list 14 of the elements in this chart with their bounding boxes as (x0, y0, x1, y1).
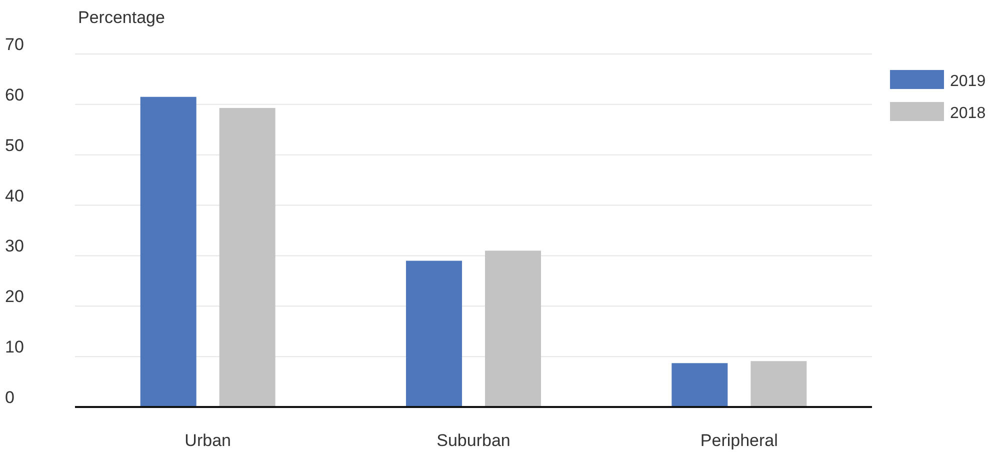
y-tick-label: 50 (5, 136, 24, 155)
legend-label: 2018 (950, 105, 986, 122)
y-axis-title: Percentage (78, 8, 165, 27)
x-tick-label: Peripheral (700, 431, 778, 450)
y-tick-label: 70 (5, 35, 24, 54)
y-tick-label: 0 (5, 388, 14, 407)
y-tick-label: 30 (5, 236, 24, 256)
y-tick-label: 10 (5, 338, 24, 357)
y-tick-label: 40 (5, 186, 24, 206)
x-tick-label: Suburban (436, 431, 510, 450)
x-tick-label: Urban (184, 431, 231, 450)
legend-label: 2019 (950, 73, 986, 90)
y-tick-label: 60 (5, 85, 24, 104)
y-tick-label: 20 (5, 287, 24, 306)
